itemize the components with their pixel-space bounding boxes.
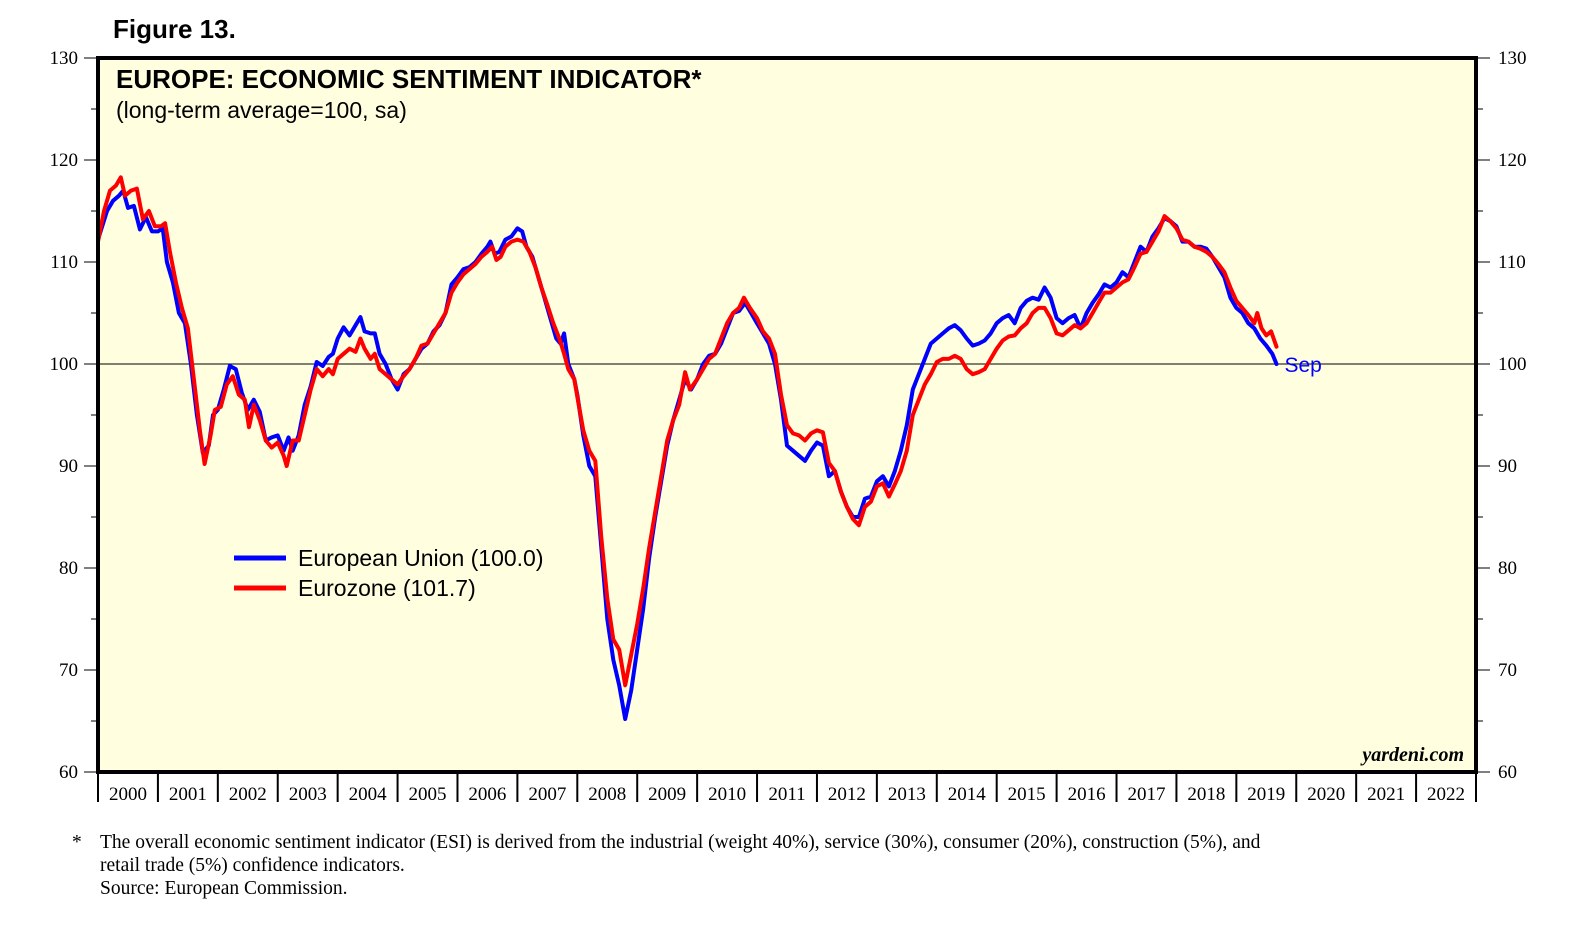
y-tick-label-left: 70: [59, 660, 78, 681]
figure-label: Figure 13.: [113, 14, 236, 44]
x-tick-label: 2005: [409, 784, 447, 805]
x-tick-label: 2015: [1008, 784, 1046, 805]
x-tick-label: 2019: [1247, 784, 1285, 805]
x-tick-label: 2021: [1367, 784, 1405, 805]
x-tick-label: 2020: [1307, 784, 1345, 805]
y-tick-label-right: 80: [1498, 558, 1517, 579]
y-tick-label-left: 60: [59, 762, 78, 783]
x-tick-label: 2003: [289, 784, 327, 805]
x-tick-label: 2009: [648, 784, 686, 805]
x-tick-label: 2012: [828, 784, 866, 805]
chart-subtitle: (long-term average=100, sa): [116, 97, 407, 123]
footnote: * The overall economic sentiment indicat…: [60, 831, 1520, 900]
y-tick-label-right: 90: [1498, 456, 1517, 477]
y-tick-label-left: 90: [59, 456, 78, 477]
x-tick-label: 2006: [468, 784, 506, 805]
y-tick-label-left: 110: [50, 252, 78, 273]
y-tick-label-right: 130: [1498, 48, 1527, 69]
footnote-line-2: retail trade (5%) confidence indicators.: [100, 855, 405, 876]
y-tick-label-left: 80: [59, 558, 78, 579]
x-tick-label: 2002: [229, 784, 267, 805]
x-tick-label: 2017: [1127, 784, 1165, 805]
x-tick-label: 2004: [349, 784, 388, 805]
x-tick-label: 2008: [588, 784, 626, 805]
y-tick-label-right: 110: [1498, 252, 1526, 273]
x-tick-label: 2000: [109, 784, 147, 805]
x-tick-label: 2018: [1187, 784, 1225, 805]
series-line-eurozone: [96, 175, 1279, 688]
footnote-line-3: Source: European Commission.: [100, 878, 348, 899]
end-label: Sep: [1284, 354, 1321, 377]
x-tick-label: 2014: [948, 784, 987, 805]
x-tick-label: 2013: [888, 784, 926, 805]
y-tick-label-right: 120: [1498, 150, 1527, 171]
legend-label-eurozone: Eurozone (101.7): [298, 575, 476, 601]
footnote-line-1: The overall economic sentiment indicator…: [100, 832, 1261, 853]
footnote-marker: *: [72, 832, 82, 853]
legend-label-european-union: European Union (100.0): [298, 545, 544, 571]
y-tick-label-left: 130: [50, 48, 79, 69]
x-tick-label: 2022: [1427, 784, 1465, 805]
watermark: yardeni.com: [1360, 744, 1464, 766]
y-tick-label-right: 70: [1498, 660, 1517, 681]
x-tick-label: 2011: [768, 784, 805, 805]
y-tick-label-right: 60: [1498, 762, 1517, 783]
plot-frame: [96, 56, 1478, 774]
y-tick-label-left: 100: [50, 354, 79, 375]
x-tick-label: 2007: [528, 784, 566, 805]
x-tick-label: 2016: [1068, 784, 1106, 805]
y-tick-label-left: 120: [50, 150, 79, 171]
x-tick-label: 2001: [169, 784, 207, 805]
chart-title: EUROPE: ECONOMIC SENTIMENT INDICATOR*: [116, 64, 702, 94]
x-tick-label: 2010: [708, 784, 746, 805]
y-tick-label-right: 100: [1498, 354, 1527, 375]
